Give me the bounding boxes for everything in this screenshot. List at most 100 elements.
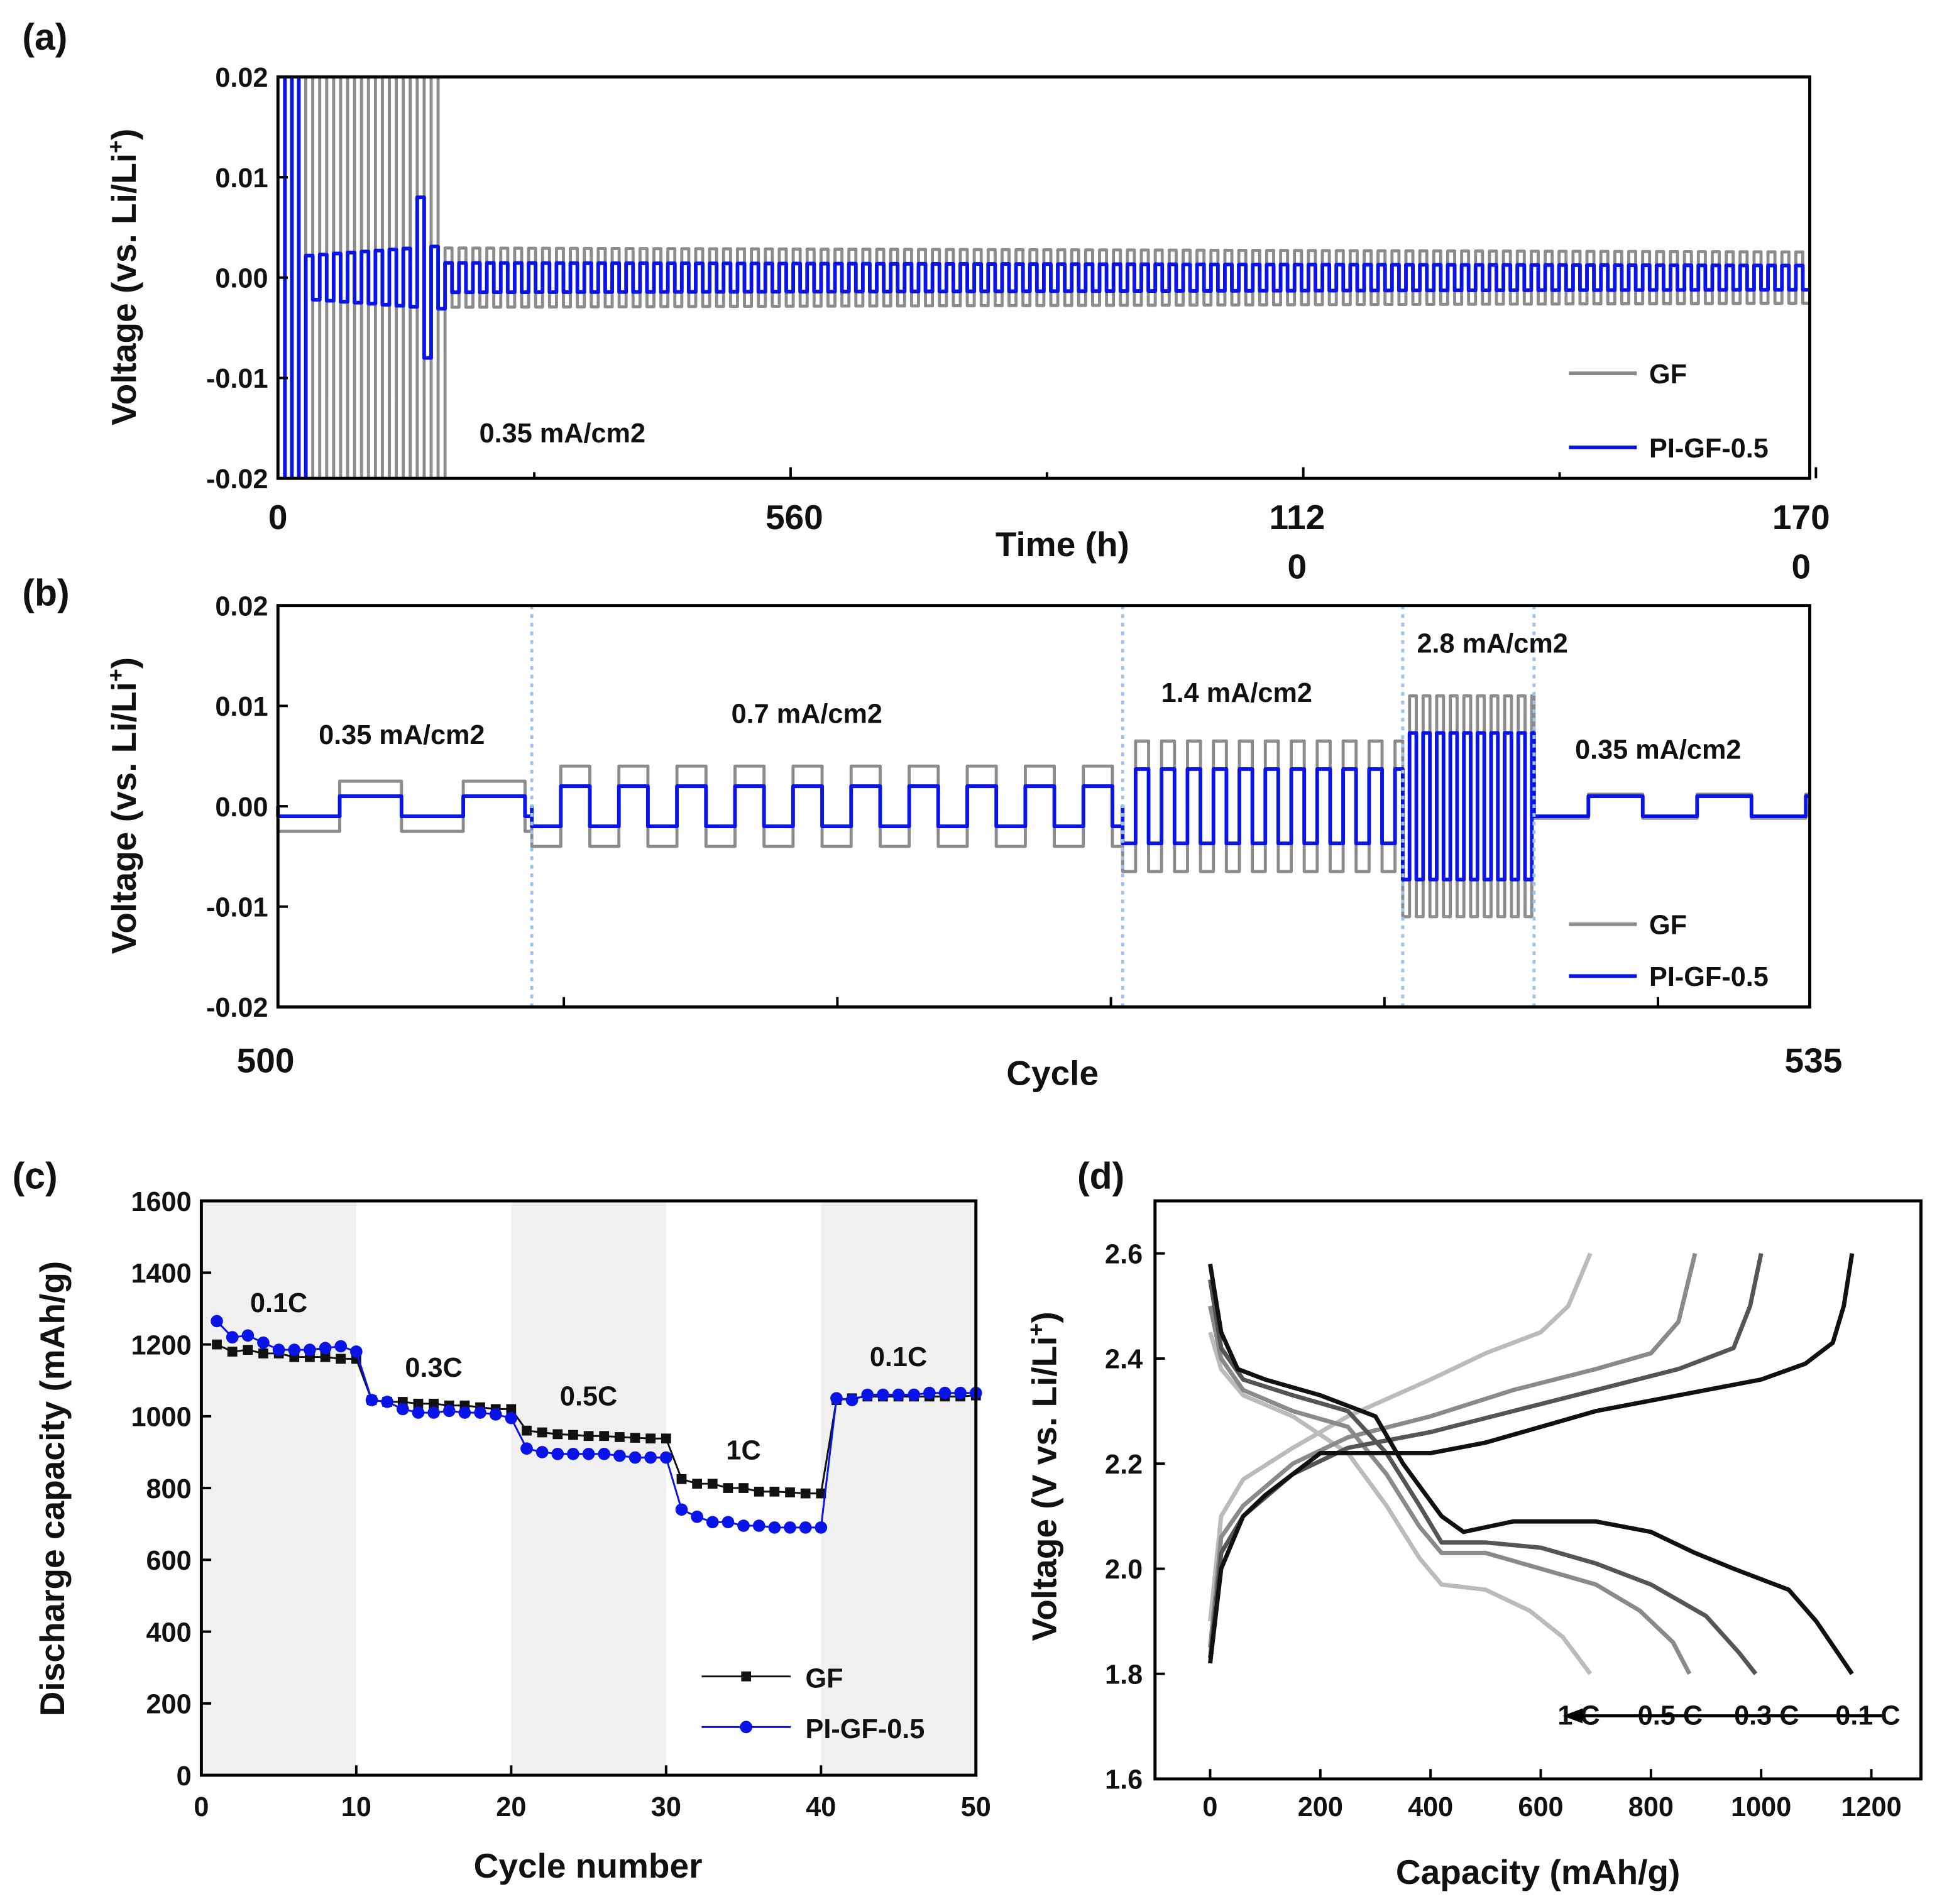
- data-point-pi-gf-0.5: [427, 1406, 440, 1419]
- x-tick-label-c: 50: [961, 1792, 991, 1822]
- data-point-gf: [661, 1433, 671, 1444]
- data-point-gf: [537, 1427, 547, 1438]
- data-point-pi-gf-0.5: [613, 1449, 626, 1462]
- data-point-gf: [243, 1345, 253, 1355]
- shaded-rate-band: [511, 1201, 666, 1776]
- y-tick-label-c: 1200: [131, 1330, 191, 1360]
- data-point-pi-gf-0.5: [442, 1404, 456, 1418]
- data-point-gf: [769, 1486, 780, 1497]
- legend-label-pi-gf-0.5: PI-GF-0.5: [1649, 434, 1769, 464]
- data-point-pi-gf-0.5: [304, 1343, 316, 1356]
- y-tick-label-d: 1.6: [1105, 1765, 1143, 1795]
- data-point-gf: [413, 1398, 424, 1409]
- y-tick-label-b: -0.01: [206, 892, 268, 922]
- x-tick-label-d: 600: [1518, 1792, 1563, 1822]
- data-point-pi-gf-0.5: [241, 1329, 255, 1342]
- data-point-gf: [336, 1354, 346, 1364]
- y-tick-label-c: 1600: [131, 1187, 191, 1217]
- data-point-pi-gf-0.5: [923, 1386, 936, 1399]
- series-line-gf: [276, 694, 1810, 919]
- data-point-gf: [568, 1430, 578, 1440]
- discharge-curve-1c: [1208, 1332, 1593, 1675]
- data-point-pi-gf-0.5: [737, 1519, 750, 1532]
- data-point-gf: [599, 1431, 610, 1442]
- data-point-gf: [785, 1487, 795, 1497]
- data-point-pi-gf-0.5: [520, 1442, 533, 1455]
- data-point-pi-gf-0.5: [706, 1516, 719, 1529]
- shaded-rate-band: [821, 1201, 976, 1776]
- panel-label-d: (d): [1077, 1156, 1124, 1196]
- x-axis-label-a: Time (h): [996, 525, 1129, 564]
- data-point-pi-gf-0.5: [861, 1388, 874, 1401]
- y-tick-label-b: 0.00: [215, 792, 268, 823]
- charge-curve-1c: [1208, 1252, 1593, 1622]
- data-point-pi-gf-0.5: [845, 1394, 859, 1406]
- y-tick-label-d: 2.2: [1105, 1450, 1143, 1480]
- x-tick-label-d: 1200: [1841, 1792, 1901, 1822]
- annotation-rate-c: 0.1C: [870, 1342, 927, 1372]
- data-point-gf: [615, 1432, 625, 1442]
- data-point-pi-gf-0.5: [334, 1340, 348, 1353]
- y-tick-label-c: 1400: [131, 1259, 191, 1289]
- annotation-rate-c: 0.3C: [405, 1353, 462, 1383]
- y-axis-label-c: Discharge capacity (mAh/g): [33, 1261, 72, 1717]
- data-point-gf: [707, 1479, 718, 1489]
- data-point-gf: [723, 1483, 733, 1493]
- data-point-gf: [816, 1488, 826, 1499]
- x-tick-label-a: 560: [765, 498, 823, 537]
- data-point-gf: [676, 1474, 687, 1484]
- data-point-gf: [738, 1483, 749, 1493]
- y-tick-label-a: 0.00: [215, 264, 268, 294]
- x-tick-label-a: 0: [268, 498, 288, 537]
- annotation-current-b: 0.35 mA/cm2: [319, 720, 485, 750]
- data-point-gf: [552, 1429, 563, 1440]
- data-point-pi-gf-0.5: [474, 1406, 486, 1419]
- charge-curve-0.1c: [1208, 1253, 1855, 1664]
- discharge-curve-0.3c: [1208, 1279, 1758, 1675]
- data-point-pi-gf-0.5: [458, 1406, 471, 1419]
- data-point-gf: [258, 1348, 268, 1359]
- shaded-rate-band: [201, 1201, 356, 1776]
- data-point-pi-gf-0.5: [938, 1386, 952, 1399]
- data-point-pi-gf-0.5: [644, 1451, 657, 1464]
- x-tick-label-d: 400: [1408, 1792, 1453, 1822]
- data-point-pi-gf-0.5: [350, 1345, 363, 1358]
- data-point-gf: [754, 1486, 764, 1497]
- x-tick-label-c: 40: [806, 1792, 836, 1822]
- y-tick-label-c: 800: [146, 1474, 192, 1504]
- data-point-gf: [320, 1352, 331, 1362]
- data-point-gf: [227, 1347, 238, 1357]
- y-tick-label-a: 0.01: [215, 163, 268, 194]
- x-tick-label-d: 0: [1202, 1792, 1217, 1822]
- annotation-current-b: 2.8 mA/cm2: [1417, 628, 1567, 659]
- y-tick-label-d: 2.4: [1105, 1345, 1143, 1375]
- data-point-gf: [800, 1488, 811, 1499]
- data-point-pi-gf-0.5: [722, 1516, 735, 1529]
- plot-frame-d: [1153, 1199, 1923, 1781]
- series-line-pi-gf-0.5: [276, 731, 1810, 882]
- x-axis-label-b: Cycle: [1006, 1053, 1099, 1092]
- data-point-pi-gf-0.5: [768, 1521, 781, 1534]
- data-point-gf: [212, 1339, 222, 1350]
- x-tick-label-d: 200: [1298, 1792, 1343, 1822]
- x-tick-label-c: 20: [496, 1792, 526, 1822]
- x-tick-label-b: 500: [237, 1041, 295, 1080]
- data-point-pi-gf-0.5: [257, 1336, 270, 1349]
- y-axis-label-a: Voltage (vs. Li/Li+): [104, 129, 144, 425]
- x-tick-label-a: 170 0: [1772, 498, 1830, 586]
- data-point-pi-gf-0.5: [892, 1388, 905, 1401]
- data-point-pi-gf-0.5: [954, 1386, 967, 1399]
- x-axis-label-c: Cycle number: [474, 1846, 703, 1885]
- annotation-rate-c: 0.5C: [560, 1382, 617, 1412]
- y-tick-label-c: 1000: [131, 1403, 191, 1433]
- data-point-pi-gf-0.5: [784, 1521, 796, 1534]
- data-point-pi-gf-0.5: [799, 1521, 812, 1534]
- arrow-head-icon: [1562, 1708, 1583, 1724]
- data-point-gf: [583, 1431, 594, 1442]
- data-point-pi-gf-0.5: [815, 1521, 828, 1534]
- y-axis-label-b: Voltage (vs. Li/Li+): [104, 657, 144, 954]
- y-tick-label-d: 2.0: [1105, 1555, 1143, 1585]
- y-tick-label-d: 2.6: [1105, 1239, 1143, 1269]
- legend-marker-pi-gf-0.5: [740, 1721, 753, 1734]
- data-point-pi-gf-0.5: [877, 1388, 889, 1401]
